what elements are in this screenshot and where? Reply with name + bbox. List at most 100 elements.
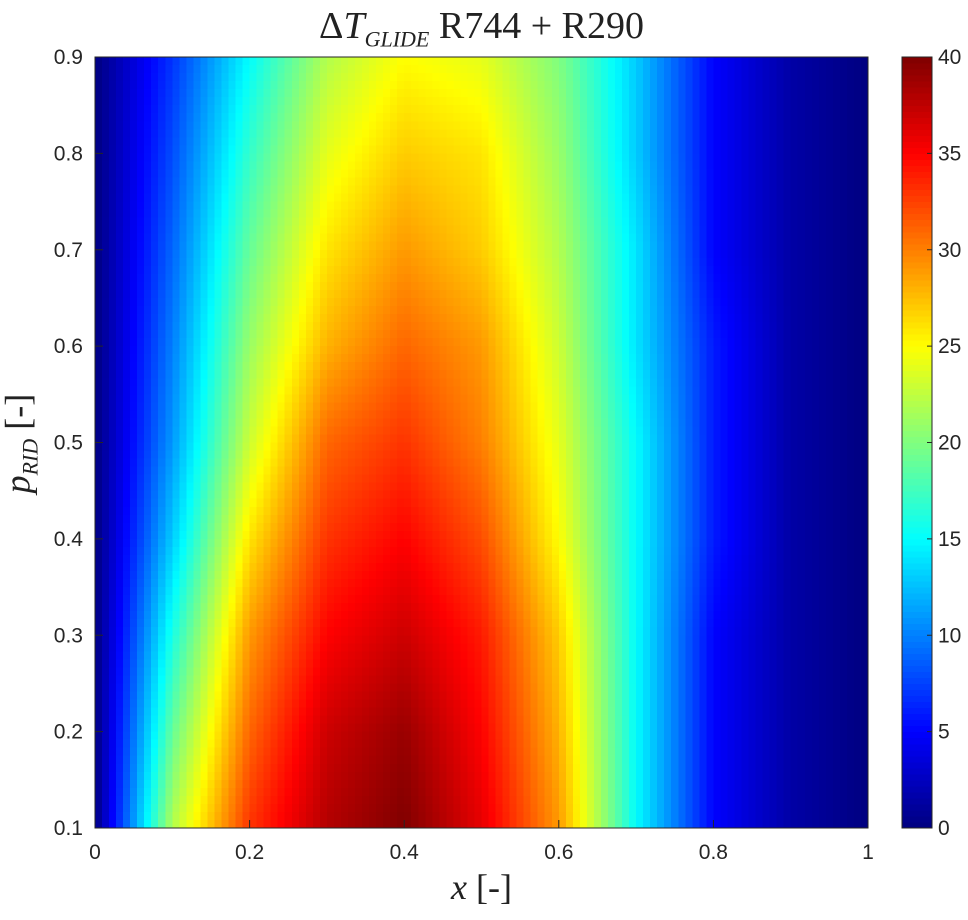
heatmap-cell — [390, 370, 398, 379]
heatmap-cell — [256, 659, 265, 668]
heatmap-cell — [362, 346, 370, 355]
heatmap-cell — [102, 795, 110, 805]
heatmap-cell — [165, 305, 173, 315]
heatmap-cell — [207, 402, 216, 411]
heatmap-cell — [340, 715, 349, 725]
heatmap-cell — [439, 731, 447, 741]
heatmap-cell — [425, 225, 433, 235]
heatmap-cell — [390, 699, 398, 709]
heatmap-cell — [312, 362, 321, 371]
heatmap-cell — [158, 691, 166, 701]
heatmap-cell — [432, 490, 440, 500]
heatmap-cell — [453, 418, 462, 428]
heatmap-cell — [235, 699, 244, 709]
heatmap-cell — [137, 691, 145, 701]
heatmap-cell — [277, 185, 286, 195]
heatmap-cell — [116, 378, 124, 387]
heatmap-cell — [130, 65, 138, 74]
heatmap-cell — [235, 322, 244, 331]
heatmap-cell — [193, 137, 202, 146]
heatmap-cell — [291, 297, 300, 307]
heatmap-cell — [326, 426, 335, 436]
heatmap-cell — [256, 819, 265, 829]
heatmap-cell — [193, 418, 202, 428]
heatmap-cell — [319, 362, 328, 371]
heatmap-cell — [270, 474, 279, 484]
heatmap-cell — [193, 498, 202, 508]
heatmap-cell — [186, 803, 194, 813]
heatmap-cell — [425, 354, 433, 363]
heatmap-cell — [249, 105, 258, 114]
heatmap-cell — [179, 643, 187, 652]
heatmap-cell — [123, 402, 131, 411]
heatmap-cell — [130, 442, 138, 452]
heatmap-cell — [277, 587, 286, 596]
heatmap-cell — [397, 322, 405, 331]
heatmap-cell — [404, 145, 412, 154]
heatmap-cell — [291, 314, 300, 323]
heatmap-cell — [130, 57, 138, 66]
heatmap-cell — [221, 217, 230, 227]
heatmap-cell — [319, 787, 328, 797]
heatmap-cell — [179, 217, 187, 227]
heatmap-cell — [235, 145, 244, 154]
heatmap-cell — [347, 651, 356, 660]
heatmap-cell — [193, 611, 202, 620]
heatmap-cell — [362, 249, 370, 259]
heatmap-cell — [305, 113, 314, 122]
heatmap-cell — [312, 201, 321, 211]
heatmap-cell — [277, 386, 286, 395]
heatmap-cell — [165, 538, 173, 548]
heatmap-cell — [151, 386, 159, 395]
heatmap-cell — [446, 466, 454, 476]
heatmap-cell — [446, 803, 454, 813]
heatmap-cell — [340, 89, 349, 98]
heatmap-cell — [165, 370, 173, 379]
heatmap-cell — [228, 571, 237, 580]
heatmap-cell — [347, 394, 356, 403]
heatmap-cell — [179, 490, 187, 500]
heatmap-cell — [425, 643, 433, 652]
heatmap-cell — [221, 611, 230, 620]
heatmap-cell — [369, 683, 377, 693]
heatmap-cell — [193, 522, 202, 532]
heatmap-cell — [291, 514, 300, 524]
heatmap-cell — [165, 209, 173, 219]
heatmap-cell — [446, 89, 454, 98]
heatmap-cell — [95, 571, 103, 580]
heatmap-cell — [369, 779, 377, 789]
heatmap-cell — [369, 394, 377, 403]
heatmap-cell — [235, 466, 244, 476]
heatmap-cell — [186, 619, 194, 628]
heatmap-cell — [404, 193, 412, 203]
heatmap-cell — [362, 305, 370, 315]
heatmap-cell — [137, 273, 145, 283]
heatmap-cell — [193, 386, 202, 395]
heatmap-cell — [432, 739, 440, 749]
heatmap-cell — [263, 217, 272, 227]
heatmap-cell — [347, 474, 356, 484]
heatmap-cell — [95, 201, 103, 211]
heatmap-cell — [383, 225, 391, 235]
heatmap-cell — [453, 803, 462, 813]
heatmap-cell — [116, 595, 124, 604]
heatmap-cell — [165, 169, 173, 179]
heatmap-cell — [411, 442, 419, 452]
heatmap-cell — [242, 595, 251, 604]
heatmap-cell — [186, 490, 194, 500]
heatmap-cell — [362, 113, 370, 122]
heatmap-cell — [165, 65, 173, 74]
heatmap-cell — [277, 562, 286, 572]
heatmap-cell — [144, 611, 152, 620]
heatmap-cell — [158, 643, 166, 652]
heatmap-cell — [284, 121, 293, 130]
heatmap-cell — [270, 554, 279, 564]
heatmap-cell — [319, 394, 328, 403]
heatmap-cell — [446, 811, 454, 821]
heatmap-cell — [383, 747, 391, 757]
heatmap-cell — [256, 193, 265, 203]
heatmap-cell — [95, 659, 103, 668]
heatmap-cell — [179, 121, 187, 130]
heatmap-cell — [263, 370, 272, 379]
heatmap-cell — [256, 73, 265, 82]
